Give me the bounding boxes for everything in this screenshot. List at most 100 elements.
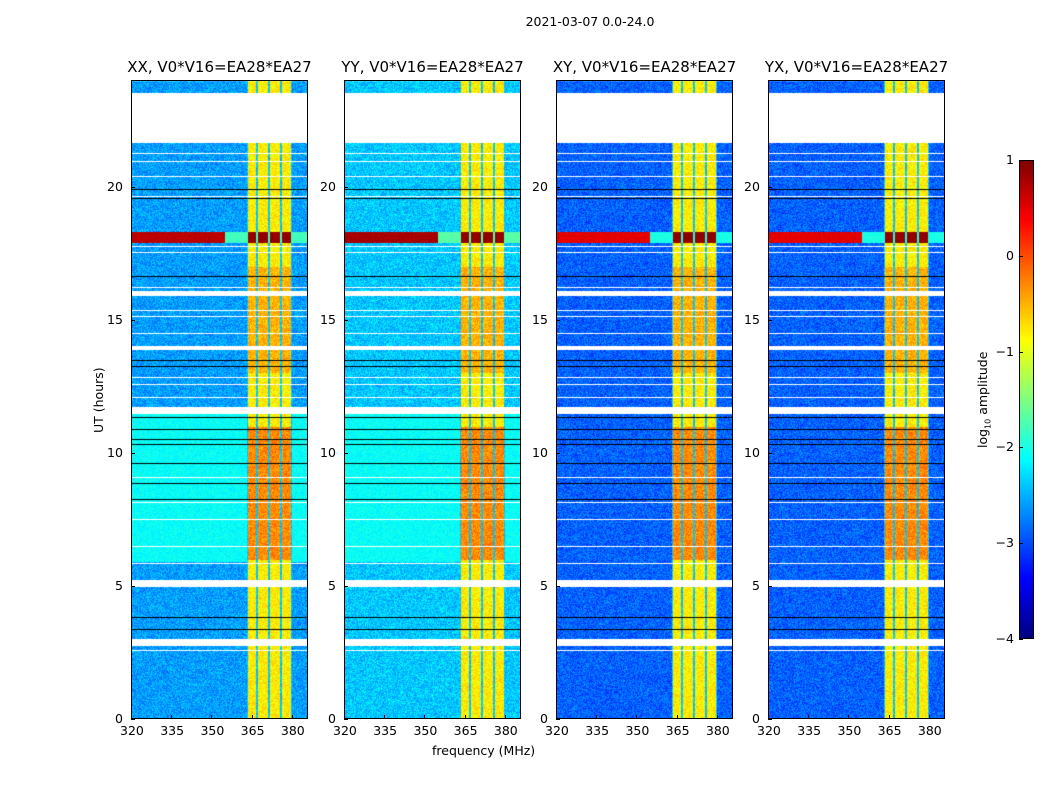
x-tick-label: 335 <box>373 723 398 738</box>
x-tick-mark <box>768 715 769 719</box>
y-tick-mark <box>556 452 560 454</box>
y-tick-mark <box>131 186 135 188</box>
x-tick-label: 350 <box>200 723 225 738</box>
y-tick-mark <box>768 585 772 587</box>
x-tick-mark <box>848 715 850 719</box>
colorbar-label-subscript: 10 <box>983 418 993 429</box>
y-tick-mark <box>131 719 135 720</box>
x-tick-mark <box>636 715 638 719</box>
y-tick-label: 20 <box>532 178 548 194</box>
y-tick-label: 10 <box>744 444 760 460</box>
y-tick-label: 5 <box>752 577 760 593</box>
colorbar-tick-label: 1 <box>1006 152 1014 167</box>
x-tick-label: 320 <box>120 723 144 738</box>
y-tick-label: 0 <box>115 711 123 726</box>
x-tick-mark <box>344 715 345 719</box>
y-tick-label: 20 <box>107 178 123 194</box>
x-tick-label: 350 <box>625 723 650 738</box>
y-tick-mark <box>344 452 348 454</box>
panel-title-yy: YY, V0*V16=EA28*EA27 <box>341 58 524 76</box>
x-tick-label: 380 <box>493 723 518 738</box>
panel-xx: 320 335 350 365 380 0 5 10 15 20 <box>107 80 308 738</box>
x-tick-mark <box>211 715 213 719</box>
y-tick-label: 5 <box>328 577 336 593</box>
y-tick-mark <box>344 319 348 321</box>
x-tick-mark <box>716 715 718 719</box>
x-tick-label: 365 <box>877 723 902 738</box>
heatmap-yy <box>344 80 521 719</box>
x-tick-mark <box>808 715 810 719</box>
x-tick-label: 380 <box>705 723 730 738</box>
y-tick-label: 0 <box>752 711 760 726</box>
x-tick-mark <box>424 715 426 719</box>
x-tick-mark <box>596 715 598 719</box>
y-tick-label: 20 <box>320 178 336 194</box>
y-tick-label: 15 <box>744 311 760 327</box>
colorbar-tick-label: −2 <box>995 439 1014 455</box>
x-tick-mark <box>251 715 253 719</box>
y-tick-mark <box>556 719 560 720</box>
colorbar-tick-mark <box>1019 255 1023 257</box>
x-tick-label: 365 <box>453 723 478 738</box>
y-tick-mark <box>768 319 772 321</box>
y-tick-mark <box>131 319 135 321</box>
y-tick-label: 5 <box>115 577 123 593</box>
colorbar-gradient <box>1019 160 1034 639</box>
colorbar-label: log10 amplitude <box>975 352 993 448</box>
panel-xy: 320 335 350 365 380 0 5 10 15 20 <box>532 80 733 738</box>
heatmap-xx <box>131 80 308 719</box>
y-tick-mark <box>131 585 135 587</box>
y-tick-mark <box>768 186 772 188</box>
x-tick-mark <box>171 715 173 719</box>
x-tick-mark <box>556 715 557 719</box>
y-tick-mark <box>556 585 560 587</box>
colorbar-tick-mark <box>1019 543 1023 545</box>
x-tick-mark <box>676 715 678 719</box>
y-tick-mark <box>556 186 560 188</box>
y-tick-mark <box>768 719 772 720</box>
x-tick-label: 365 <box>240 723 265 738</box>
panel-title-yx: YX, V0*V16=EA28*EA27 <box>764 58 949 76</box>
x-tick-label: 380 <box>917 723 942 738</box>
colorbar-label-log: log <box>975 428 990 448</box>
colorbar-label-amplitude: amplitude <box>975 351 990 419</box>
colorbar-tick-mark <box>1019 351 1023 353</box>
y-tick-label: 0 <box>328 711 336 726</box>
panel-title-xy: XY, V0*V16=EA28*EA27 <box>552 58 737 76</box>
panel-yx: 320 335 350 365 380 0 5 10 15 20 <box>744 80 945 738</box>
colorbar-tick-label: 0 <box>1006 247 1014 263</box>
y-tick-label: 20 <box>744 178 760 194</box>
x-tick-label: 335 <box>797 723 822 738</box>
y-tick-mark <box>131 452 135 454</box>
x-tick-label: 320 <box>333 723 357 738</box>
y-tick-label: 10 <box>107 444 123 460</box>
x-tick-mark <box>384 715 386 719</box>
y-tick-label: 15 <box>532 311 548 327</box>
y-tick-mark <box>556 319 560 321</box>
x-tick-mark <box>888 715 890 719</box>
colorbar <box>1019 160 1034 639</box>
colorbar-tick-label: −3 <box>995 535 1014 551</box>
suptitle: 2021-03-07 0.0-24.0 <box>525 14 655 29</box>
colorbar-tick-label: −4 <box>995 631 1014 646</box>
x-tick-label: 320 <box>757 723 781 738</box>
y-tick-mark <box>344 186 348 188</box>
x-tick-mark <box>291 715 293 719</box>
x-tick-label: 335 <box>585 723 610 738</box>
x-tick-label: 380 <box>280 723 305 738</box>
x-tick-mark <box>928 715 930 719</box>
y-tick-label: 15 <box>107 311 123 327</box>
colorbar-tick-mark <box>1019 639 1023 640</box>
panel-title-xx: XX, V0*V16=EA28*EA27 <box>127 58 312 76</box>
x-tick-mark <box>504 715 506 719</box>
y-tick-label: 10 <box>532 444 548 460</box>
x-tick-label: 350 <box>413 723 438 738</box>
x-tick-label: 320 <box>545 723 569 738</box>
y-tick-label: 15 <box>320 311 336 327</box>
y-tick-label: 0 <box>540 711 548 726</box>
colorbar-tick-mark <box>1019 160 1023 161</box>
y-tick-label: 5 <box>540 577 548 593</box>
x-tick-label: 335 <box>160 723 185 738</box>
x-tick-mark <box>464 715 466 719</box>
x-tick-mark <box>131 715 132 719</box>
